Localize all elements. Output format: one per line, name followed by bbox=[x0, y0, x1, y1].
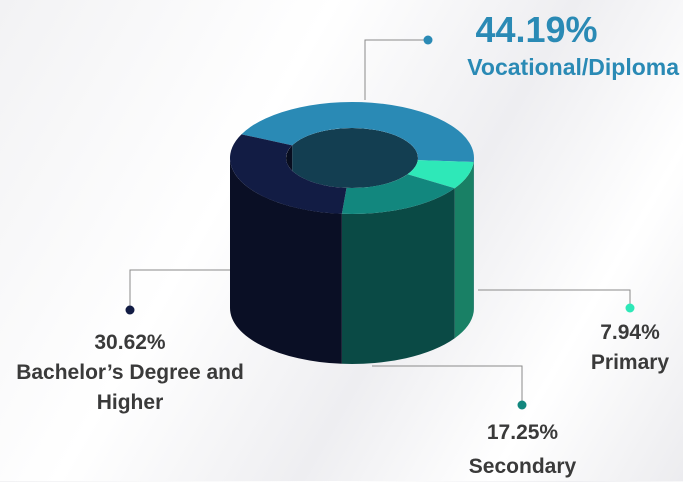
leader-line bbox=[478, 290, 630, 308]
label: 30.62%Bachelor’s Degree and Higher bbox=[0, 328, 260, 418]
value-label: 7.94% bbox=[570, 318, 683, 348]
category-label: Vocational/Diploma bbox=[390, 52, 683, 82]
leader-dot bbox=[126, 306, 135, 315]
outer-wall bbox=[455, 162, 474, 338]
value-label: 44.19% bbox=[390, 8, 683, 52]
leader-line bbox=[372, 366, 522, 405]
value-label: 30.62% bbox=[0, 328, 260, 358]
value-label: 17.25% bbox=[440, 418, 605, 448]
leader-dot bbox=[626, 304, 635, 313]
label: 44.19%Vocational/Diploma bbox=[390, 8, 683, 82]
label: 7.94%Primary bbox=[570, 318, 683, 378]
category-label: Bachelor’s Degree and Higher bbox=[0, 358, 260, 418]
outer-wall bbox=[342, 188, 455, 364]
leader-line bbox=[130, 270, 230, 310]
category-label: Secondary bbox=[440, 452, 605, 482]
label: 17.25% Secondary bbox=[440, 418, 605, 482]
leader-dot bbox=[518, 401, 527, 410]
category-label: Primary bbox=[570, 348, 683, 378]
